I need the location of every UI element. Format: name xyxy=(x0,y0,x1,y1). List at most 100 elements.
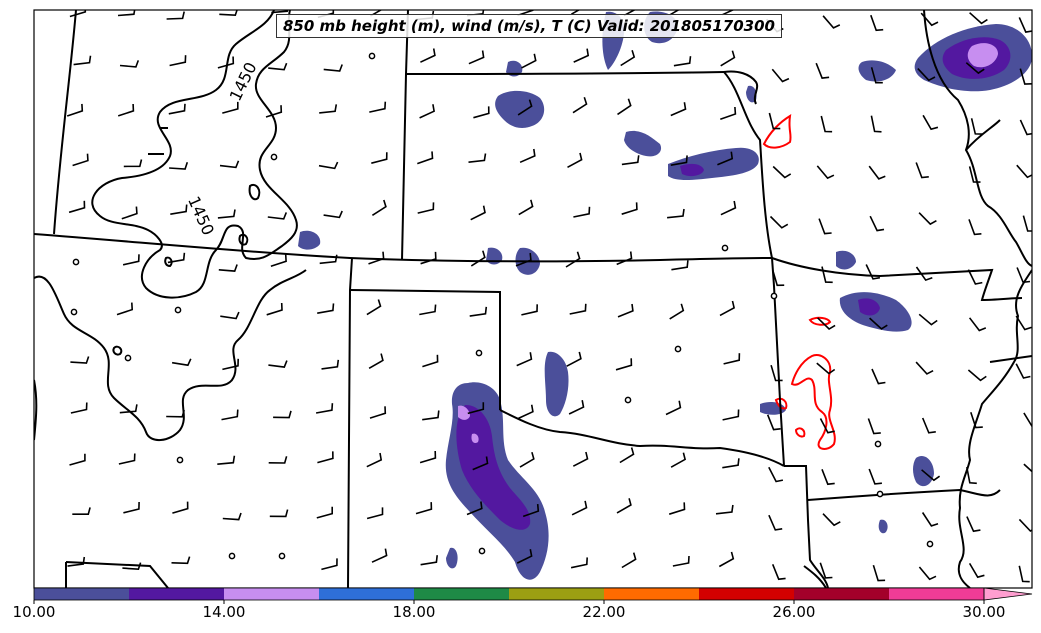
wind-barb xyxy=(718,551,735,568)
wind-barb xyxy=(265,105,283,118)
wind-barb xyxy=(1018,565,1030,583)
wind-barb xyxy=(822,15,841,29)
wind-barb xyxy=(1018,518,1032,532)
wind-barb xyxy=(915,162,929,179)
wind-barb xyxy=(871,368,886,385)
shade-region xyxy=(446,547,458,569)
wind-barb xyxy=(318,161,339,170)
wind-barb xyxy=(965,62,985,75)
wind-barb xyxy=(715,504,734,515)
wind-barb xyxy=(821,469,835,486)
wind-barb xyxy=(570,557,588,569)
wind-barb xyxy=(969,12,988,25)
wind-barb xyxy=(123,159,143,168)
colorbar-swatch xyxy=(129,588,225,600)
wind-barb xyxy=(816,165,835,180)
calm-wind-marker xyxy=(721,244,729,252)
colorbar-tick-label: 22.00 xyxy=(582,603,626,621)
shade-region xyxy=(858,60,896,82)
wind-barb xyxy=(69,10,87,18)
calm-wind-marker xyxy=(475,349,483,357)
wind-barb xyxy=(119,60,140,68)
map-title: 850 mb height (m), wind (m/s), T (C) Val… xyxy=(276,14,782,38)
height-contour xyxy=(34,269,307,441)
wind-barb xyxy=(168,103,186,115)
wind-barb xyxy=(366,507,384,520)
colorbar-swatch xyxy=(794,588,890,600)
wind-barb xyxy=(672,555,690,567)
wind-barb xyxy=(371,548,388,563)
calm-wind-marker xyxy=(368,52,376,60)
state-boundary xyxy=(34,233,1023,302)
state-boundary xyxy=(803,565,827,588)
wind-barb xyxy=(323,210,343,219)
shade-region xyxy=(680,163,704,177)
height-contour xyxy=(91,10,298,299)
wind-barb xyxy=(922,114,939,131)
wind-barb xyxy=(371,152,388,164)
wind-barb xyxy=(73,55,92,66)
state-boundary xyxy=(965,119,1001,151)
wind-barb xyxy=(821,266,833,284)
wind-barb xyxy=(315,403,334,414)
state-boundary xyxy=(807,488,1001,501)
calm-wind-marker xyxy=(174,306,182,314)
wind-barb xyxy=(673,56,692,67)
wind-barb xyxy=(970,118,983,135)
wind-barb xyxy=(66,103,84,117)
colorbar-swatch xyxy=(889,588,985,600)
wind-barb xyxy=(616,251,633,266)
wind-barb xyxy=(668,502,686,515)
wind-barb xyxy=(719,300,736,317)
wind-barb xyxy=(868,468,882,485)
wind-barb xyxy=(366,299,382,316)
wind-barb xyxy=(419,104,435,119)
wind-barb xyxy=(1015,363,1031,379)
wind-barb xyxy=(319,254,338,265)
state-boundary xyxy=(53,10,77,235)
wind-barb xyxy=(368,353,384,369)
wind-barb xyxy=(623,10,636,17)
wind-barb xyxy=(516,549,533,564)
wind-barb xyxy=(266,302,283,316)
wind-barb xyxy=(271,10,289,14)
wind-barb xyxy=(621,155,640,166)
wind-barb xyxy=(771,269,785,287)
temp-contour xyxy=(774,397,788,410)
wind-barb xyxy=(123,501,140,514)
wind-barb xyxy=(915,266,933,282)
wind-barb xyxy=(422,410,440,421)
wind-barb xyxy=(117,103,135,117)
state-boundary xyxy=(957,269,1032,588)
colorbar-swatch xyxy=(319,588,415,600)
wind-barb xyxy=(966,516,981,533)
wind-barb xyxy=(723,353,741,365)
wind-barb xyxy=(515,253,532,267)
wind-barb xyxy=(267,212,288,220)
wind-barb xyxy=(968,317,987,332)
wind-barb xyxy=(921,469,941,482)
wind-barb xyxy=(865,264,881,280)
shade-region xyxy=(458,405,479,444)
wind-barb xyxy=(720,50,736,67)
wind-barb xyxy=(366,452,383,468)
wind-barb xyxy=(568,400,585,415)
state-boundary xyxy=(499,409,785,467)
wind-barb xyxy=(918,566,937,581)
wind-barb xyxy=(967,369,987,382)
wind-barb xyxy=(518,404,534,420)
shade-region xyxy=(624,130,662,157)
wind-barb xyxy=(169,162,189,170)
wind-barb xyxy=(819,418,835,434)
wind-barb xyxy=(620,50,636,67)
temp-contour xyxy=(808,316,832,326)
wind-barb xyxy=(472,456,489,471)
wind-barb xyxy=(722,409,740,421)
wind-barb xyxy=(566,351,582,367)
wind-barb xyxy=(420,48,436,63)
wind-barb xyxy=(218,264,238,272)
wind-barb xyxy=(1018,17,1032,33)
wind-barb xyxy=(918,212,937,226)
wind-barb xyxy=(72,153,89,167)
